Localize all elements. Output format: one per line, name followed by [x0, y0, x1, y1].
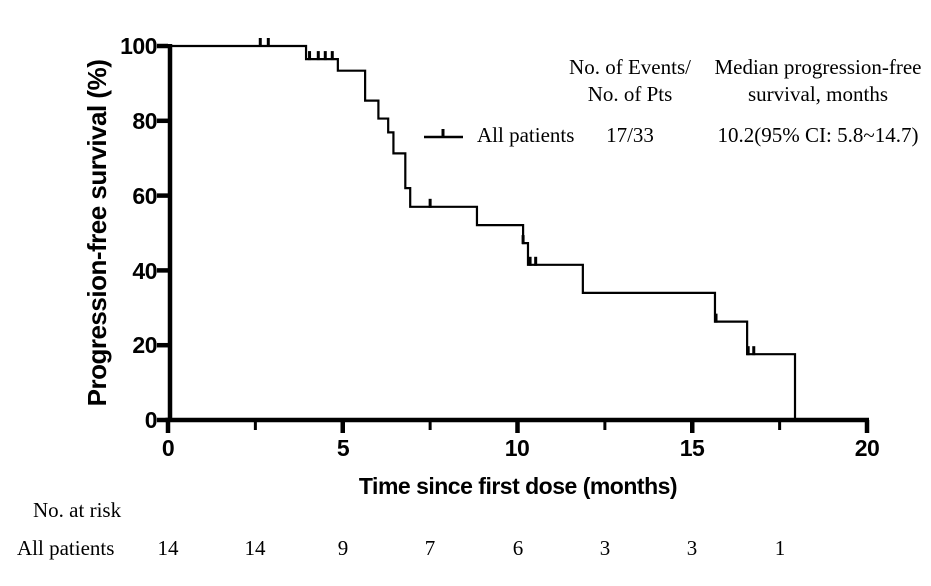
legend-header-median-line2: survival, months [748, 82, 888, 106]
x-axis-title: Time since first dose (months) [358, 473, 678, 499]
at-risk-value: 3 [599, 536, 611, 560]
legend-header-events: No. of Events/ No. of Pts [520, 54, 740, 108]
x-tick-label-5: 5 [336, 435, 350, 461]
at-risk-value: 9 [337, 536, 349, 560]
legend-header-events-line2: No. of Pts [587, 82, 673, 106]
y-tick-label-0: 0 [144, 407, 158, 433]
y-tick-label-100: 100 [120, 33, 157, 59]
legend-header-median-line1: Median progression-free [714, 55, 922, 79]
legend-header-events-line1: No. of Events/ [569, 55, 691, 79]
x-tick-label-0: 0 [161, 435, 175, 461]
at-risk-row-label: All patients [17, 536, 115, 560]
x-tick-label-10: 10 [504, 435, 530, 461]
x-tick-label-20: 20 [854, 435, 880, 461]
km-line-censor-symbol-icon [424, 129, 463, 139]
legend-series-label: All patients [477, 123, 575, 147]
at-risk-title: No. at risk [33, 498, 122, 522]
y-tick-label-20: 20 [132, 332, 157, 358]
y-tick-label-40: 40 [132, 258, 157, 284]
y-axis-title: Progression-free survival (%) [82, 59, 112, 407]
legend-median-value: 10.2(95% CI: 5.8~14.7) [717, 123, 919, 147]
at-risk-value: 1 [774, 536, 786, 560]
legend-events-value: 17/33 [606, 123, 654, 147]
y-tick-label-60: 60 [132, 183, 157, 209]
x-tick-label-15: 15 [679, 435, 705, 461]
y-tick-label-80: 80 [132, 108, 157, 134]
at-risk-value: 14 [244, 536, 266, 560]
at-risk-value: 14 [157, 536, 179, 560]
km-step-curve [168, 44, 797, 420]
at-risk-value: 7 [424, 536, 436, 560]
at-risk-value: 3 [686, 536, 698, 560]
at-risk-value: 6 [512, 536, 524, 560]
legend-header-median: Median progression-free survival, months [696, 54, 931, 108]
